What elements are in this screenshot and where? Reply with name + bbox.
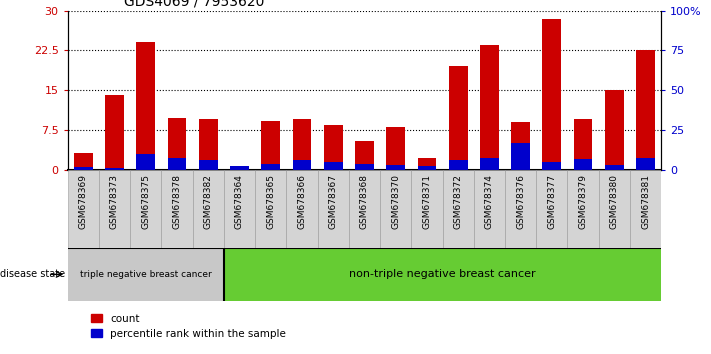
Bar <box>324 162 343 170</box>
Text: disease state: disease state <box>0 269 65 279</box>
Bar <box>105 168 124 170</box>
Bar <box>199 120 218 170</box>
Bar <box>386 127 405 170</box>
Bar <box>68 248 224 301</box>
Bar <box>449 67 468 170</box>
Bar <box>355 141 374 170</box>
Bar <box>105 95 124 170</box>
Bar <box>505 170 536 248</box>
Bar <box>161 170 193 248</box>
Text: GSM678371: GSM678371 <box>422 174 432 229</box>
Bar <box>442 170 474 248</box>
Bar <box>318 170 349 248</box>
Bar <box>199 160 218 170</box>
Text: GSM678377: GSM678377 <box>547 174 557 229</box>
Bar <box>636 50 655 170</box>
Text: GSM678380: GSM678380 <box>610 174 619 229</box>
Text: GSM678376: GSM678376 <box>516 174 525 229</box>
Bar <box>636 158 655 170</box>
Bar <box>168 118 186 170</box>
Bar <box>224 170 255 248</box>
Bar <box>480 158 498 170</box>
Bar <box>255 170 287 248</box>
Text: GSM678365: GSM678365 <box>266 174 275 229</box>
Text: GSM678364: GSM678364 <box>235 174 244 229</box>
Bar <box>130 170 161 248</box>
Text: GSM678382: GSM678382 <box>203 174 213 229</box>
Bar <box>449 160 468 170</box>
Text: triple negative breast cancer: triple negative breast cancer <box>80 270 212 279</box>
Bar <box>605 90 624 170</box>
Bar <box>574 159 592 170</box>
Bar <box>599 170 630 248</box>
Bar <box>68 170 99 248</box>
Bar <box>542 162 561 170</box>
Text: GSM678366: GSM678366 <box>297 174 306 229</box>
Bar <box>417 158 437 170</box>
Bar <box>287 170 318 248</box>
Bar <box>74 167 92 170</box>
Bar <box>411 170 442 248</box>
Bar <box>574 120 592 170</box>
Bar <box>193 170 224 248</box>
Bar <box>292 120 311 170</box>
Text: non-triple negative breast cancer: non-triple negative breast cancer <box>349 269 536 279</box>
Bar <box>630 170 661 248</box>
Text: GSM678368: GSM678368 <box>360 174 369 229</box>
Bar <box>380 170 411 248</box>
Text: GSM678375: GSM678375 <box>141 174 150 229</box>
Bar <box>605 165 624 170</box>
Bar <box>261 164 280 170</box>
Bar <box>168 158 186 170</box>
Text: GSM678367: GSM678367 <box>328 174 338 229</box>
Bar <box>99 170 130 248</box>
Bar <box>355 164 374 170</box>
Text: GSM678373: GSM678373 <box>110 174 119 229</box>
Bar <box>230 166 249 170</box>
Legend: count, percentile rank within the sample: count, percentile rank within the sample <box>87 310 290 343</box>
Bar <box>386 165 405 170</box>
Text: GSM678369: GSM678369 <box>79 174 87 229</box>
Bar <box>480 45 498 170</box>
Text: GDS4069 / 7953620: GDS4069 / 7953620 <box>124 0 264 9</box>
Bar <box>511 143 530 170</box>
Bar <box>137 42 155 170</box>
Bar <box>567 170 599 248</box>
Bar <box>542 19 561 170</box>
Text: GSM678378: GSM678378 <box>172 174 181 229</box>
Bar <box>224 248 661 301</box>
Bar <box>474 170 505 248</box>
Bar <box>74 153 92 170</box>
Bar <box>261 121 280 170</box>
Text: GSM678374: GSM678374 <box>485 174 494 229</box>
Bar <box>417 166 437 170</box>
Text: GSM678381: GSM678381 <box>641 174 650 229</box>
Text: GSM678379: GSM678379 <box>579 174 587 229</box>
Bar <box>536 170 567 248</box>
Text: GSM678370: GSM678370 <box>391 174 400 229</box>
Bar <box>292 160 311 170</box>
Bar <box>230 166 249 170</box>
Bar <box>511 122 530 170</box>
Bar <box>324 125 343 170</box>
Bar <box>137 154 155 170</box>
Bar <box>349 170 380 248</box>
Text: GSM678372: GSM678372 <box>454 174 463 229</box>
